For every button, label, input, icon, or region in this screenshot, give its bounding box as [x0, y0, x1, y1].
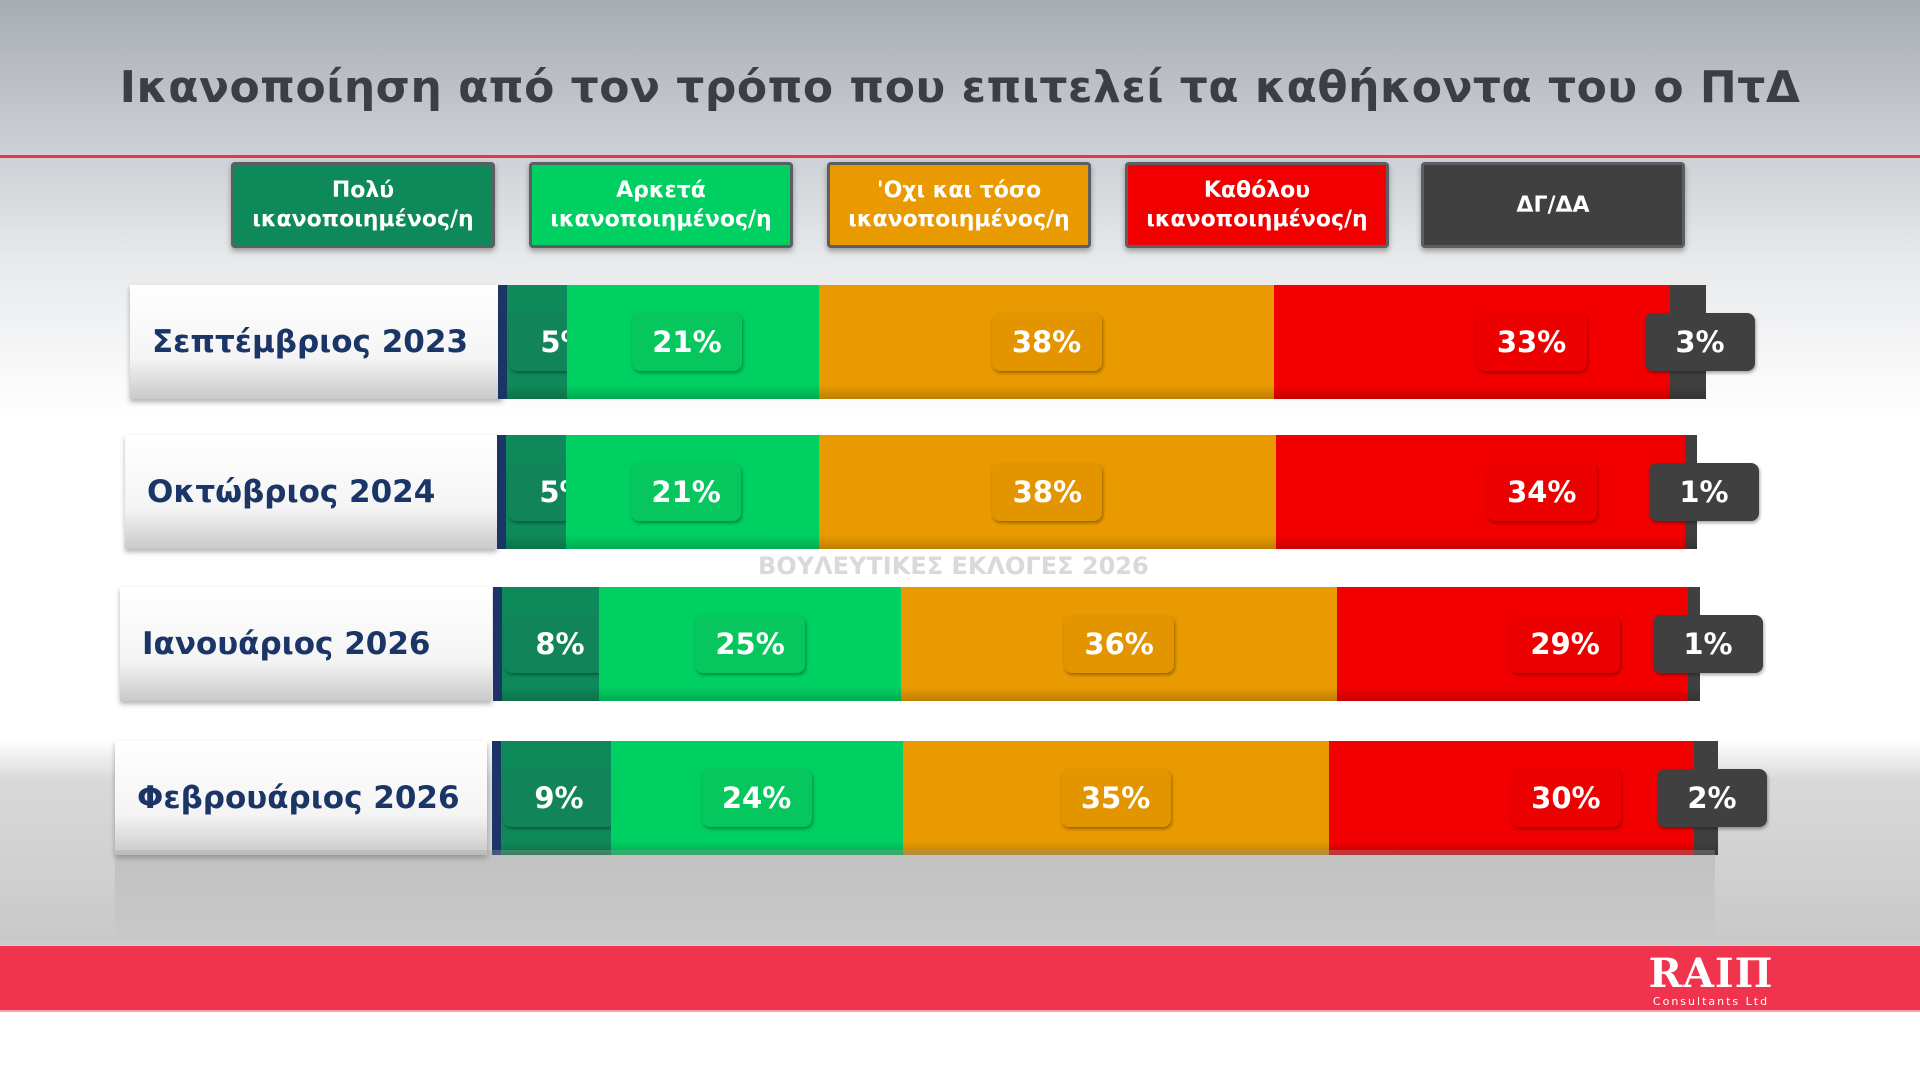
value-label: 3%: [1645, 313, 1755, 371]
legend-item-2: Αρκετά ικανοποιημένος/η: [529, 162, 793, 248]
row-label: Φεβρουάριος 2026: [115, 741, 487, 855]
floor-reflection: [115, 850, 1715, 945]
bar-segment: [818, 435, 1276, 549]
legend-label-line: 'Οχι και τόσο: [876, 178, 1042, 203]
bar-segment: [902, 741, 1329, 855]
value-label: 38%: [992, 463, 1103, 521]
value-label: 9%: [503, 769, 615, 827]
bar-start-marker: [498, 285, 507, 399]
value-label: 2%: [1657, 769, 1767, 827]
bar-start-marker: [497, 435, 506, 549]
legend-label-line: Πολύ: [331, 178, 395, 203]
value-label: 25%: [695, 615, 806, 673]
value-label: 35%: [1060, 769, 1171, 827]
company-logo: RAIΠ Consultants Ltd: [1635, 952, 1787, 1008]
legend-label-line: Αρκετά: [616, 178, 706, 203]
bar-segment: [1275, 435, 1685, 549]
legend-item-4: Καθόλου ικανοποιημένος/η: [1125, 162, 1389, 248]
legend-label-line: ικανοποιημένος/η: [848, 207, 1070, 232]
bar-segment: [1336, 587, 1688, 701]
value-label: 21%: [631, 313, 742, 371]
legend-item-3: 'Οχι και τόσο ικανοποιημένος/η: [827, 162, 1091, 248]
row-label: Σεπτέμβριος 2023: [130, 285, 502, 399]
value-label: 38%: [991, 313, 1102, 371]
value-label: 24%: [701, 769, 812, 827]
value-label: 36%: [1064, 615, 1175, 673]
value-label: 33%: [1476, 313, 1587, 371]
bar-start-marker: [492, 741, 501, 855]
footer-line: [0, 1010, 1920, 1012]
value-label: 1%: [1649, 463, 1759, 521]
value-label: 29%: [1510, 615, 1621, 673]
row-label: Οκτώβριος 2024: [125, 435, 497, 549]
title-divider: [0, 155, 1920, 158]
bar-start-marker: [493, 587, 502, 701]
legend-label-line: Καθόλου: [1203, 178, 1311, 203]
watermark: ΒΟΥΛΕΥΤΙΚΕΣ ΕΚΛΟΓΕΣ 2026: [758, 552, 1149, 580]
chart-title: Ικανοποίηση από τον τρόπο που επιτελεί τ…: [119, 62, 1801, 113]
value-label: 1%: [1653, 615, 1763, 673]
legend-label-line: ικανοποιημένος/η: [252, 207, 474, 232]
value-label: 8%: [504, 615, 616, 673]
bar-segment: [1274, 285, 1671, 399]
legend-label-line: ΔΓ/ΔΑ: [1516, 192, 1590, 218]
legend-label-line: ικανοποιημένος/η: [1146, 207, 1368, 232]
row-label: Ιανουάριος 2026: [120, 587, 492, 701]
legend-label-line: ικανοποιημένος/η: [550, 207, 772, 232]
value-label: 30%: [1510, 769, 1621, 827]
logo-subtext: Consultants Ltd: [1652, 995, 1770, 1008]
value-label: 34%: [1486, 463, 1597, 521]
footer-band: [0, 946, 1920, 1012]
legend-item-5: ΔΓ/ΔΑ: [1421, 162, 1685, 248]
legend-item-1: Πολύ ικανοποιημένος/η: [231, 162, 495, 248]
value-label: 21%: [631, 463, 742, 521]
bar-segment: [1328, 741, 1694, 855]
logo-text: RAIΠ: [1648, 950, 1774, 997]
